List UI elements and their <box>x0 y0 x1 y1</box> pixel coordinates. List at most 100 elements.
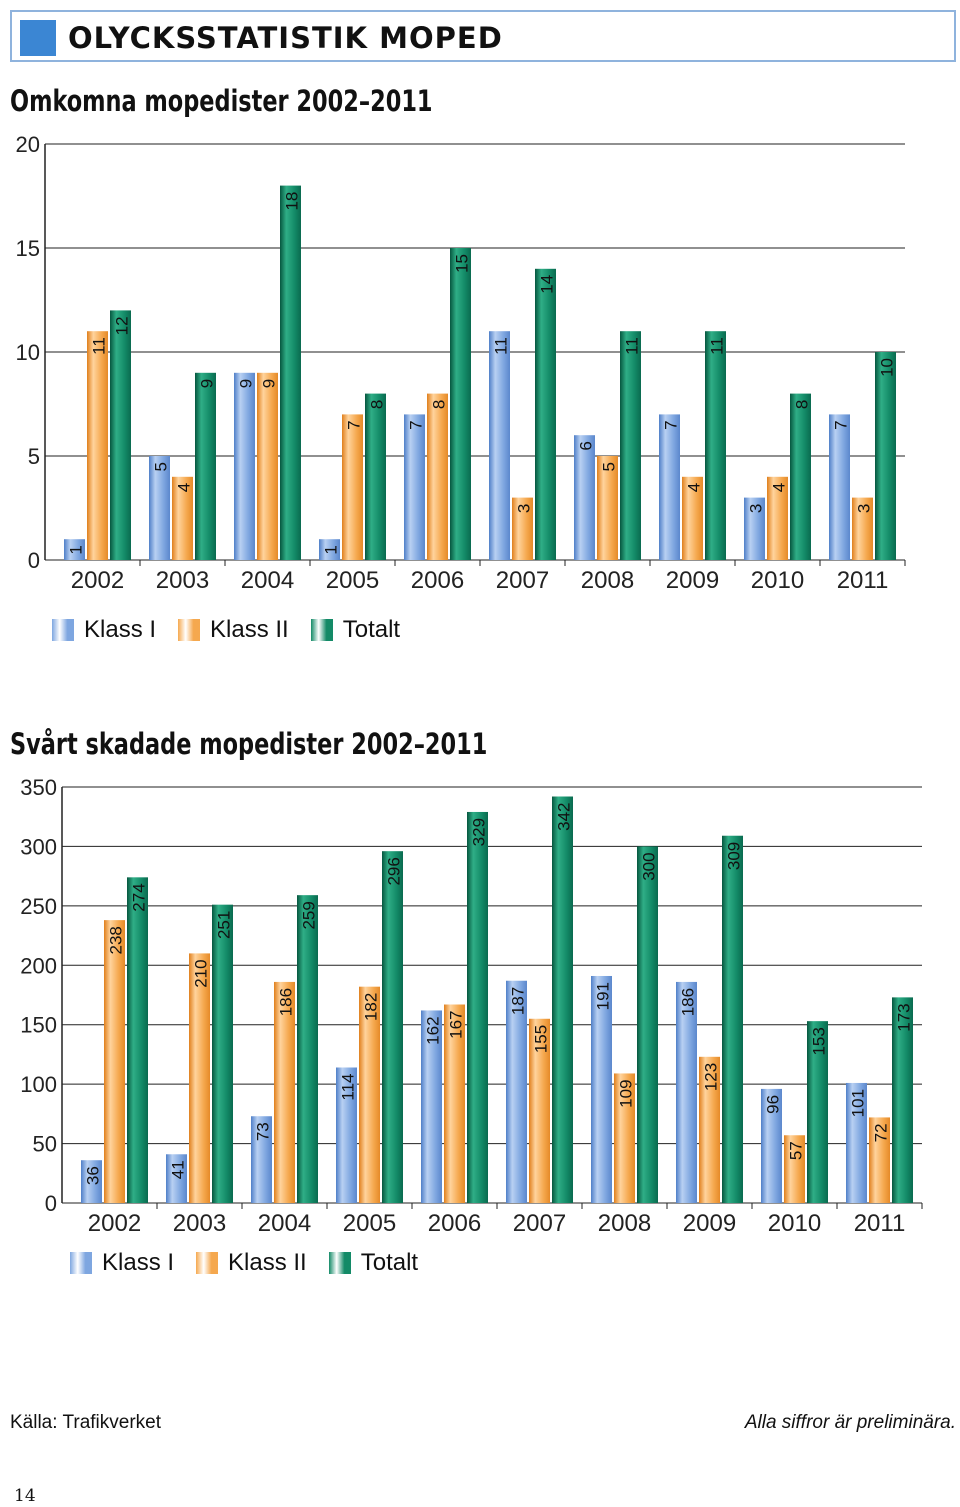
bar-klass1 <box>489 331 510 560</box>
x-tick-label: 2009 <box>683 1210 736 1237</box>
bar-klass1 <box>336 1067 357 1203</box>
legend-swatch <box>196 1252 219 1274</box>
legend-item: Klass I <box>52 616 156 644</box>
data-label: 186 <box>277 988 296 1016</box>
bar-totalt <box>297 895 318 1203</box>
page-title: OLYCKSSTATISTIK MOPED <box>68 21 503 55</box>
x-tick-label: 2002 <box>88 1210 141 1237</box>
y-tick-label: 0 <box>28 548 40 573</box>
bar-klass1 <box>761 1088 782 1203</box>
data-label: 7 <box>407 420 426 429</box>
y-tick-label: 200 <box>20 953 57 978</box>
bar-klass1 <box>404 414 425 560</box>
legend-swatch <box>52 619 74 641</box>
data-label: 14 <box>538 275 557 294</box>
legend-swatch <box>178 619 201 641</box>
data-label: 238 <box>107 926 126 954</box>
page-header: OLYCKSSTATISTIK MOPED <box>10 10 956 62</box>
data-label: 4 <box>175 483 194 492</box>
bar-totalt <box>875 352 896 560</box>
bar-klass2 <box>512 497 533 560</box>
bar-klass2 <box>87 331 108 560</box>
data-label: 11 <box>90 337 109 355</box>
legend-item: Totalt <box>310 616 400 644</box>
data-label: 41 <box>169 1160 188 1179</box>
data-label: 11 <box>708 337 727 355</box>
bar-klass1 <box>81 1160 102 1203</box>
bar-totalt <box>450 248 471 560</box>
data-label: 57 <box>787 1141 806 1160</box>
data-label: 4 <box>685 483 704 492</box>
data-label: 300 <box>640 852 659 880</box>
bar-klass1 <box>676 981 697 1203</box>
page-number: 14 <box>14 1486 36 1506</box>
data-label: 15 <box>453 254 472 273</box>
legend-swatch <box>328 1252 351 1274</box>
legend-label: Klass II <box>210 616 289 643</box>
bar-klass2 <box>852 497 873 560</box>
bar-klass2 <box>189 953 210 1203</box>
x-tick-label: 2005 <box>326 567 379 594</box>
legend-label: Klass I <box>84 616 157 643</box>
bar-klass2 <box>104 920 125 1203</box>
x-tick-label: 2003 <box>173 1210 226 1237</box>
data-label: 251 <box>214 911 233 939</box>
data-label: 7 <box>345 420 364 429</box>
bar-klass2 <box>767 476 788 560</box>
data-label: 96 <box>764 1095 783 1114</box>
y-tick-label: 250 <box>20 894 57 919</box>
data-label: 1 <box>67 545 86 554</box>
data-label: 191 <box>594 982 613 1010</box>
legend-item: Klass I <box>70 1249 174 1277</box>
data-label: 7 <box>832 420 851 429</box>
x-tick-label: 2010 <box>751 567 804 594</box>
bar-klass2 <box>869 1117 890 1203</box>
data-label: 101 <box>849 1089 868 1117</box>
data-label: 167 <box>447 1011 466 1039</box>
source-note: Källa: Trafikverket <box>10 1412 161 1433</box>
legend-item: Klass II <box>196 1249 307 1277</box>
data-label: 274 <box>130 883 149 911</box>
bar-klass2 <box>444 1004 465 1203</box>
data-label: 1 <box>322 545 341 554</box>
y-tick-label: 5 <box>28 444 40 469</box>
bar-totalt <box>637 846 658 1203</box>
legend-label: Klass II <box>228 1249 307 1276</box>
legend-swatch <box>70 1252 92 1274</box>
bar-klass1 <box>829 414 850 560</box>
x-tick-label: 2004 <box>241 567 294 594</box>
bar-totalt <box>790 393 811 560</box>
bar-klass1 <box>659 414 680 560</box>
data-label: 6 <box>577 441 596 450</box>
x-tick-label: 2009 <box>666 567 719 594</box>
y-tick-label: 300 <box>20 834 57 859</box>
preliminary-note: Alla siffror är preliminära. <box>744 1412 956 1433</box>
bar-klass2 <box>682 476 703 560</box>
bar-totalt <box>535 268 556 560</box>
bar-totalt <box>195 372 216 560</box>
data-label: 3 <box>855 504 874 513</box>
x-tick-label: 2010 <box>768 1210 821 1237</box>
y-tick-label: 0 <box>45 1191 57 1216</box>
data-label: 8 <box>368 400 387 409</box>
bar-klass2 <box>784 1135 805 1203</box>
data-label: 182 <box>362 993 381 1021</box>
x-tick-label: 2007 <box>496 567 549 594</box>
data-label: 259 <box>300 901 319 929</box>
bar-totalt <box>807 1021 828 1203</box>
bar-klass1 <box>149 456 170 560</box>
bar-klass1 <box>234 372 255 560</box>
chart1-legend: Klass I Klass II Totalt <box>52 616 422 644</box>
data-label: 9 <box>198 379 217 388</box>
header-square-icon <box>20 20 56 56</box>
bar-klass1 <box>744 497 765 560</box>
bar-klass1 <box>64 539 85 560</box>
x-tick-label: 2011 <box>854 1210 906 1237</box>
data-label: 123 <box>702 1063 721 1091</box>
x-tick-label: 2006 <box>411 567 464 594</box>
bar-klass1 <box>251 1116 272 1203</box>
data-label: 186 <box>679 988 698 1016</box>
bar-klass1 <box>574 435 595 560</box>
bar-klass1 <box>166 1154 187 1203</box>
